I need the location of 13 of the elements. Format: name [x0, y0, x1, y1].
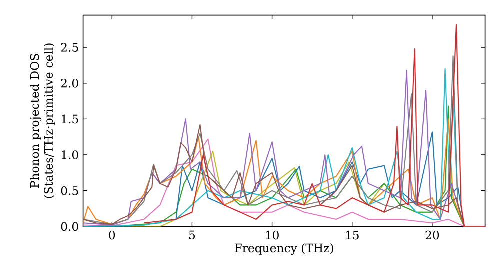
- x-axis-title: Frequency (THz): [234, 244, 334, 256]
- x-tick-label: 15: [346, 230, 359, 240]
- y-tick-label: 0.0: [61, 222, 78, 232]
- y-axis-title: Phonon projected DOS (States/THz·primitive cell): [30, 44, 56, 198]
- x-tick-label: 0: [109, 230, 116, 240]
- y-tick-label: 2.5: [61, 43, 78, 52]
- y-tick-label: 0.5: [61, 186, 78, 196]
- y-tick-label: 1.0: [62, 150, 78, 160]
- y-tick-label: 1.5: [62, 114, 78, 124]
- x-tick-label: 5: [190, 230, 196, 240]
- y-tick-label: 2.0: [61, 78, 78, 88]
- x-tick-label: 10: [266, 230, 279, 240]
- x-tick-label: 20: [426, 230, 440, 240]
